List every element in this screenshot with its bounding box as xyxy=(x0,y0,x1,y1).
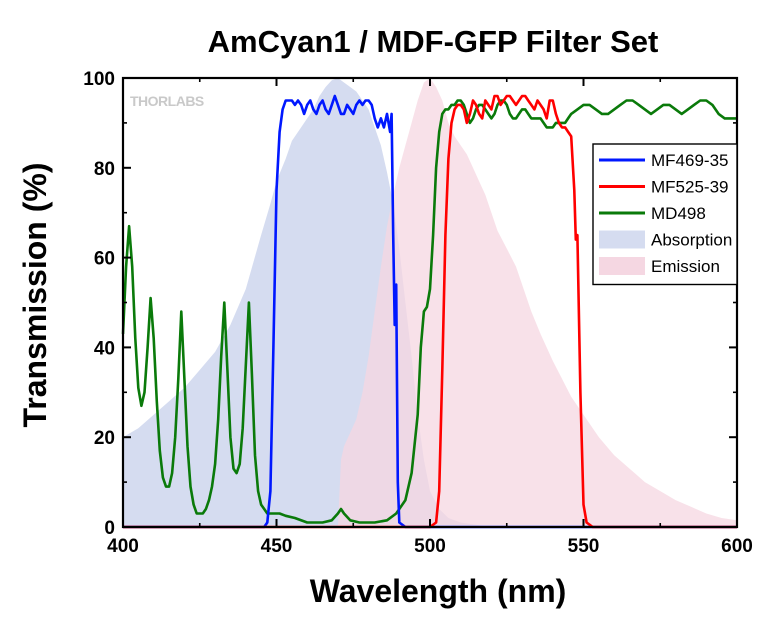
x-tick-label: 400 xyxy=(107,536,139,557)
chart-title: AmCyan1 / MDF-GFP Filter Set xyxy=(208,24,659,59)
y-tick-label: 100 xyxy=(83,69,115,90)
line-series-layer xyxy=(121,94,737,529)
y-tick-label: 80 xyxy=(94,159,115,180)
legend-label-md498: MD498 xyxy=(651,204,706,223)
series-emission-area xyxy=(123,78,737,527)
series-mf525-39-line xyxy=(123,94,737,529)
legend: MF469-35 MF525-39 MD498 Absorption Emission xyxy=(592,143,738,286)
thorlabs-watermark: THORLABS xyxy=(130,93,204,109)
series-md498-line xyxy=(121,99,737,524)
x-tick-label: 500 xyxy=(414,536,446,557)
legend-label-emission: Emission xyxy=(651,257,720,276)
x-tick-label: 450 xyxy=(261,536,293,557)
y-tick-label: 40 xyxy=(94,338,115,359)
y-tick-label: 0 xyxy=(104,518,115,539)
y-tick-label: 20 xyxy=(94,428,115,449)
axes: 400 450 500 550 600 0 20 40 60 80 100 xyxy=(83,69,753,557)
y-tick-label: 60 xyxy=(94,249,115,270)
legend-label-mf525-39: MF525-39 xyxy=(651,178,728,197)
legend-label-mf469-35: MF469-35 xyxy=(651,151,728,170)
legend-swatch-absorption xyxy=(599,230,645,249)
x-axis-label: Wavelength (nm) xyxy=(310,573,567,609)
x-tick-label: 600 xyxy=(721,536,753,557)
legend-label-absorption: Absorption xyxy=(651,231,732,250)
y-axis-label: Transmission (%) xyxy=(17,163,53,428)
x-tick-label: 550 xyxy=(568,536,600,557)
series-mf469-35-line xyxy=(123,94,737,529)
legend-swatch-emission xyxy=(599,257,645,275)
